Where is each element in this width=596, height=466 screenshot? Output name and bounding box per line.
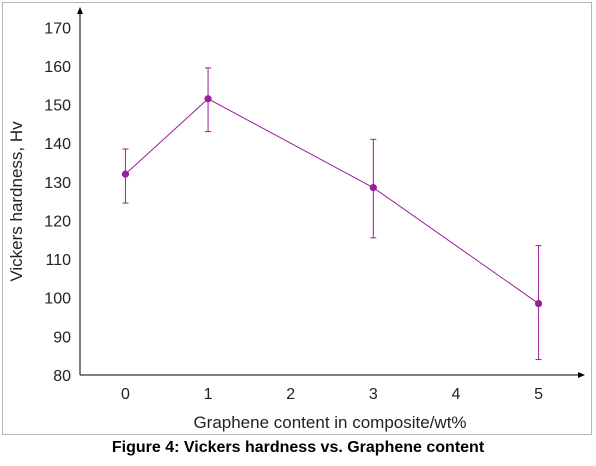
data-point <box>121 170 130 178</box>
x-tick-label: 3 <box>369 386 378 403</box>
data-point <box>369 184 377 192</box>
x-tick-label: 2 <box>286 386 295 403</box>
x-tick-label: 0 <box>121 386 130 403</box>
y-tick-label: 170 <box>44 20 71 37</box>
y-tick-label: 160 <box>44 59 71 76</box>
y-tick-label: 130 <box>44 175 71 192</box>
series-line <box>125 98 539 304</box>
y-tick-label: 110 <box>45 252 71 269</box>
vickers-hardness-chart: 80 90 100 110 120 130 140 150 160 170 0 1 2 3 4 5 Graphe… <box>7 7 585 432</box>
x-axis-title: Graphene content in composite/wt% <box>193 413 466 432</box>
figure-frame <box>2 2 592 435</box>
y-tick-label: 120 <box>44 213 71 230</box>
y-tick-label: 100 <box>44 291 71 308</box>
x-tick-label: 5 <box>534 386 543 403</box>
x-axis-arrow <box>578 372 585 378</box>
x-tick-label: 4 <box>451 386 460 403</box>
figure-caption: Figure 4: Vickers hardness vs. Graphene … <box>111 439 485 456</box>
y-axis-arrow <box>77 7 83 14</box>
y-axis-title: Vickers hardness, Hv <box>7 121 26 282</box>
y-tick-label: 150 <box>44 98 71 115</box>
data-point <box>204 95 212 103</box>
y-tick-label: 90 <box>53 329 71 346</box>
y-tick-label: 140 <box>44 136 71 153</box>
x-tick-label: 1 <box>204 386 213 403</box>
data-point <box>534 299 543 308</box>
y-tick-label: 80 <box>53 368 71 385</box>
